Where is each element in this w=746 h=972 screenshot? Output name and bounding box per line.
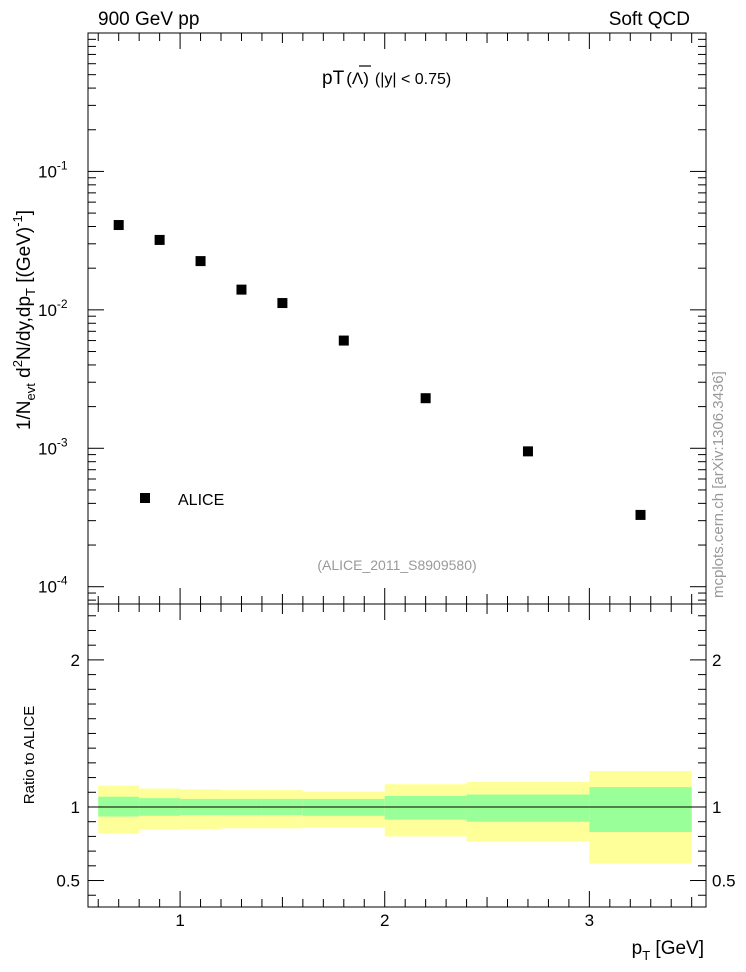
plot-title-close-paren: ) [363, 69, 369, 88]
ratio-y-tick-label: 2 [71, 651, 80, 670]
ratio-y-tick-labels: 0.5 0.5 1 1 2 2 [56, 651, 735, 891]
x-axis-label: pT [GeV] [632, 938, 704, 963]
analysis-annotation: (ALICE_2011_S8909580) [317, 557, 476, 573]
ratio-y-axis-label: Ratio to ALICE [21, 706, 38, 804]
ylabel-part-b: evt [23, 383, 38, 401]
stat-uncertainty-band [384, 795, 467, 820]
data-point [420, 393, 431, 404]
ratio-y-tick-label-right: 1 [712, 798, 721, 817]
plot-title-main: pT [322, 68, 345, 89]
data-point [195, 256, 206, 267]
main-y-axis-label: 1/Nevt d2N/dy,dpT [(GeV)-1] [10, 210, 38, 430]
data-point [635, 509, 646, 520]
stat-uncertainty-band [589, 787, 692, 832]
side-note: mcplots.cern.ch [arXiv:1306.3436] [710, 371, 727, 598]
data-point [236, 284, 247, 295]
plot-title-cut: (|y| < 0.75) [375, 71, 451, 88]
xlabel-part-b: T [642, 948, 650, 963]
main-y-tick-label: 10-1 [38, 158, 68, 181]
main-plot-panel: 10-110-210-310-4 pT (Λ) (|y| < 0.75) ALICE… [10, 32, 707, 605]
ratio-bands [98, 770, 692, 864]
xlabel-part-c: [GeV] [650, 938, 704, 959]
stat-uncertainty-band [466, 794, 590, 822]
tick-exponent: -3 [57, 435, 68, 449]
main-y-tick-label: 10-3 [38, 435, 68, 458]
ylabel-part-c: d [14, 367, 35, 383]
ratio-y-tick-label-right: 2 [712, 651, 721, 670]
ratio-y-tick-label-right: 0.5 [712, 872, 736, 891]
plot-title-open-paren: ( [346, 69, 352, 88]
data-point [154, 234, 165, 245]
ratio-y-tick-label: 1 [71, 798, 80, 817]
main-plot-frame [87, 32, 707, 605]
tick-exponent: -4 [57, 574, 68, 588]
tick-exponent: -1 [57, 158, 68, 172]
ylabel-part-g: [(GeV) [14, 227, 35, 288]
tick-base: 10 [38, 439, 57, 458]
main-y-tick-label: 10-2 [38, 297, 68, 320]
data-point [277, 298, 288, 309]
ratio-plot-frame [87, 603, 707, 908]
header-left-label: 900 GeV pp [98, 9, 199, 30]
legend-label: ALICE [178, 492, 224, 509]
main-y-tick-label: 10-4 [38, 574, 68, 597]
x-tick-label: 1 [175, 911, 184, 930]
ylabel-part-h: -1 [10, 215, 25, 227]
main-plot-ticks [88, 32, 706, 604]
main-y-tick-labels: 10-110-210-310-4 [38, 158, 68, 596]
tick-base: 10 [38, 578, 57, 597]
legend-marker [140, 493, 150, 503]
data-point [522, 446, 533, 457]
ratio-plot-panel: 0.5 0.5 1 1 2 2 1 2 3 Ratio to ALICE pT [GeV] [21, 603, 736, 963]
header-right-label: Soft QCD [609, 9, 690, 30]
alice-data-points [113, 220, 646, 520]
x-tick-label: 3 [585, 911, 594, 930]
ylabel-part-i: ] [14, 210, 35, 215]
data-point [338, 335, 349, 346]
tick-base: 10 [38, 162, 57, 181]
ylabel-part-f: T [23, 288, 38, 296]
ratio-y-tick-label: 0.5 [56, 872, 80, 891]
ylabel-part-a: 1/N [14, 400, 35, 430]
x-tick-label: 2 [380, 911, 389, 930]
tick-exponent: -2 [57, 297, 68, 311]
plot-title-particle: Λ [352, 69, 364, 88]
ylabel-part-e: N/dy,dp [14, 296, 35, 360]
tick-base: 10 [38, 301, 57, 320]
ylabel-part-d: 2 [10, 360, 25, 367]
x-tick-labels: 1 2 3 [175, 911, 594, 930]
xlabel-part-a: p [632, 938, 643, 959]
ratio-plot-ticks [88, 604, 706, 907]
plot-title: pT (Λ) (|y| < 0.75) [322, 68, 451, 89]
data-point [113, 220, 124, 231]
